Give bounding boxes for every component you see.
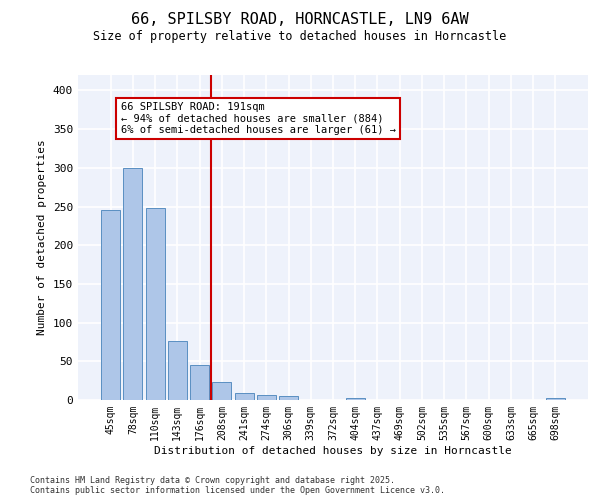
Bar [212,382,231,400]
Bar [190,365,209,400]
Bar [101,210,120,400]
Y-axis label: Number of detached properties: Number of detached properties [37,140,47,336]
Bar [124,168,142,400]
Bar [235,393,254,400]
Text: 66 SPILSBY ROAD: 191sqm
← 94% of detached houses are smaller (884)
6% of semi-de: 66 SPILSBY ROAD: 191sqm ← 94% of detache… [121,102,395,136]
Bar [257,396,276,400]
Bar [546,398,565,400]
Text: Size of property relative to detached houses in Horncastle: Size of property relative to detached ho… [94,30,506,43]
Text: Contains HM Land Registry data © Crown copyright and database right 2025.
Contai: Contains HM Land Registry data © Crown c… [30,476,445,495]
Bar [279,396,298,400]
X-axis label: Distribution of detached houses by size in Horncastle: Distribution of detached houses by size … [154,446,512,456]
Bar [146,208,164,400]
Text: 66, SPILSBY ROAD, HORNCASTLE, LN9 6AW: 66, SPILSBY ROAD, HORNCASTLE, LN9 6AW [131,12,469,28]
Bar [168,341,187,400]
Bar [346,398,365,400]
